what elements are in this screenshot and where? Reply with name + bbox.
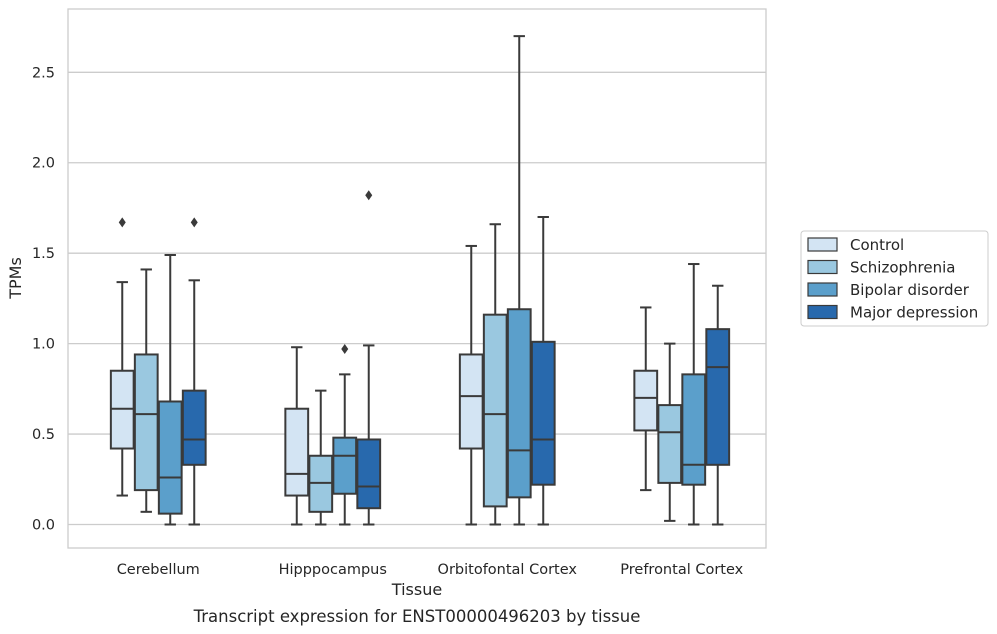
legend-frame: [800, 230, 989, 327]
box-schizophrenia: [133, 268, 159, 513]
x-axis-label: Tissue: [391, 580, 442, 599]
box-major-depression: [356, 190, 382, 526]
box-bipolar-disorder: [681, 263, 707, 526]
flier-point: [341, 344, 349, 355]
box-bipolar-disorder: [157, 253, 183, 526]
iqr-box: [284, 407, 310, 497]
flier-point: [190, 217, 198, 228]
legend-label: Schizophrenia: [850, 259, 955, 277]
flier-point: [118, 217, 126, 228]
legend-swatch: [807, 237, 838, 252]
box-control: [633, 306, 659, 492]
iqr-box: [157, 400, 183, 515]
y-tick-label: 2.0: [32, 156, 55, 172]
iqr-box: [530, 340, 556, 486]
plot-frame: [67, 8, 767, 549]
box-control: [458, 244, 484, 526]
x-tick-label: Orbitofontal Cortex: [438, 562, 578, 578]
iqr-box: [181, 389, 207, 466]
box-control: [109, 217, 135, 497]
iqr-box: [681, 373, 707, 486]
box-schizophrenia: [657, 342, 683, 522]
x-tick-labels: Cerebellum Hipppocampus Orbitofontal Corte…: [117, 562, 744, 578]
legend-items: Control Schizophrenia Bipolar disorder Majo…: [807, 236, 978, 322]
legend-swatch: [807, 304, 838, 320]
y-tick-labels: 0.0 0.5 1.0 1.5 2.0 2.5: [32, 65, 55, 533]
box-schizophrenia: [308, 389, 334, 526]
x-tick-label: Cerebellum: [117, 562, 200, 578]
box-bipolar-disorder: [332, 344, 358, 526]
iqr-box: [356, 438, 382, 510]
y-tick-label: 2.5: [32, 65, 55, 81]
box-control: [284, 346, 310, 526]
iqr-box: [657, 404, 683, 484]
x-tick-label: Prefrontal Cortex: [620, 562, 743, 578]
box-major-depression: [705, 284, 731, 526]
flier-point: [365, 190, 373, 201]
iqr-box: [633, 369, 659, 432]
y-tick-label: 0.5: [32, 427, 55, 443]
box-layer: [109, 35, 731, 526]
box-major-depression: [530, 216, 556, 526]
iqr-box: [458, 353, 484, 450]
y-tick-label: 0.0: [32, 517, 55, 533]
box-major-depression: [181, 217, 207, 526]
iqr-box: [482, 313, 508, 508]
iqr-box: [133, 353, 159, 492]
y-tick-label: 1.0: [32, 337, 55, 353]
legend-swatch: [807, 282, 838, 297]
legend-label: Major depression: [850, 304, 978, 322]
box-bipolar-disorder: [506, 35, 532, 526]
y-axis-label: TPMs: [6, 257, 25, 300]
legend-swatch: [807, 259, 838, 275]
iqr-box: [506, 308, 532, 499]
legend: Control Schizophrenia Bipolar disorder Majo…: [800, 230, 989, 327]
iqr-box: [332, 436, 358, 495]
iqr-box: [705, 328, 731, 466]
x-tick-label: Hipppocampus: [279, 562, 387, 578]
legend-label: Bipolar disorder: [850, 281, 970, 299]
chart-caption: Transcript expression for ENST0000049620…: [193, 607, 641, 626]
legend-label: Control: [850, 236, 904, 254]
box-schizophrenia: [482, 223, 508, 526]
y-tick-label: 1.5: [32, 246, 55, 262]
